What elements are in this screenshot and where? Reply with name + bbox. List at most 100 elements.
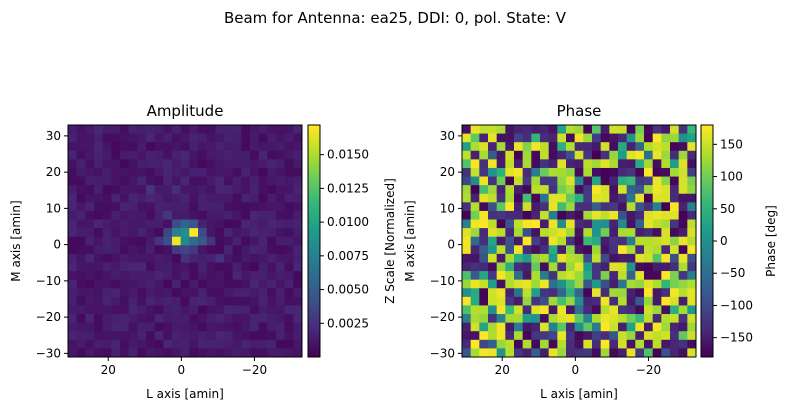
heatmap-cell	[172, 159, 182, 169]
heatmap-cell	[206, 322, 216, 332]
heatmap-cell	[76, 159, 86, 169]
heatmap-cell	[198, 236, 208, 246]
heatmap-cell	[670, 159, 680, 169]
heatmap-cell	[276, 288, 286, 298]
heatmap-cell	[137, 253, 147, 263]
heatmap-cell	[635, 133, 645, 143]
colorbar-segment	[701, 131, 713, 135]
heatmap-cell	[678, 253, 688, 263]
heatmap-cell	[470, 331, 480, 341]
heatmap-cell	[635, 193, 645, 203]
heatmap-cell	[462, 133, 472, 143]
heatmap-cell	[154, 185, 164, 195]
colorbar-segment	[308, 220, 320, 223]
heatmap-cell	[154, 348, 164, 358]
heatmap-cell	[583, 228, 593, 238]
colorbar-segment	[308, 319, 320, 323]
heatmap-cell	[531, 288, 541, 298]
heatmap-cell	[488, 348, 498, 358]
heatmap-cell	[470, 322, 480, 332]
heatmap-cell	[652, 210, 662, 220]
heatmap-cell	[267, 262, 277, 272]
heatmap-cell	[522, 167, 532, 177]
colorbar-segment	[701, 227, 713, 230]
heatmap-cell	[592, 228, 602, 238]
y-tick-label: −30	[430, 346, 455, 360]
heatmap-cell	[250, 193, 260, 203]
heatmap-cell	[172, 236, 182, 246]
heatmap-cell	[488, 296, 498, 306]
heatmap-cell	[548, 150, 558, 160]
heatmap-cell	[102, 348, 112, 358]
heatmap-cell	[267, 296, 277, 306]
heatmap-cell	[470, 296, 480, 306]
heatmap-cell	[557, 210, 567, 220]
heatmap-cell	[514, 236, 524, 246]
heatmap-cell	[94, 288, 104, 298]
heatmap-cell	[267, 228, 277, 238]
heatmap-cell	[557, 176, 567, 186]
heatmap-cell	[111, 219, 121, 229]
heatmap-cell	[531, 348, 541, 358]
heatmap-cell	[276, 193, 286, 203]
heatmap-cell	[189, 210, 199, 220]
heatmap-cell	[644, 236, 654, 246]
heatmap-cell	[670, 348, 680, 358]
heatmap-cell	[85, 185, 95, 195]
heatmap-cell	[68, 339, 78, 349]
heatmap-cell	[215, 339, 225, 349]
y-tick-label: −20	[36, 310, 61, 324]
heatmap-cell	[284, 253, 294, 263]
heatmap-cell	[102, 142, 112, 152]
heatmap-cell	[687, 228, 697, 238]
heatmap-cell	[496, 262, 506, 272]
heatmap-cell	[644, 150, 654, 160]
heatmap-cell	[583, 339, 593, 349]
heatmap-cell	[470, 125, 480, 134]
heatmap-cell	[652, 176, 662, 186]
heatmap-cell	[180, 262, 190, 272]
colorbar-segment	[308, 285, 320, 288]
heatmap-cell	[661, 331, 671, 341]
heatmap-cell	[146, 236, 156, 246]
heatmap-cell	[137, 219, 147, 229]
heatmap-cell	[102, 331, 112, 341]
heatmap-cell	[600, 245, 610, 255]
heatmap-cell	[128, 125, 138, 134]
heatmap-cell	[496, 133, 506, 143]
heatmap-cell	[85, 133, 95, 143]
heatmap-cell	[85, 296, 95, 306]
heatmap-cell	[128, 348, 138, 358]
heatmap-cell	[670, 142, 680, 152]
heatmap-cell	[488, 262, 498, 272]
colorbar-segment	[701, 289, 713, 293]
heatmap-cell	[678, 305, 688, 315]
heatmap-cell	[574, 125, 584, 134]
heatmap-cell	[267, 339, 277, 349]
heatmap-cell	[566, 193, 576, 203]
heatmap-cell	[626, 331, 636, 341]
heatmap-cell	[180, 202, 190, 212]
heatmap-cell	[635, 185, 645, 195]
heatmap-cell	[163, 202, 173, 212]
phase-title: Phase	[557, 102, 602, 120]
heatmap-cell	[661, 339, 671, 349]
heatmap-cell	[128, 339, 138, 349]
heatmap-cell	[574, 193, 584, 203]
heatmap-cell	[505, 253, 515, 263]
heatmap-cell	[163, 133, 173, 143]
heatmap-cell	[548, 125, 558, 134]
heatmap-cell	[514, 202, 524, 212]
heatmap-cell	[522, 185, 532, 195]
heatmap-cell	[111, 305, 121, 315]
heatmap-cell	[198, 314, 208, 324]
heatmap-cell	[652, 219, 662, 229]
colorbar-segment	[701, 241, 713, 244]
heatmap-cell	[146, 296, 156, 306]
heatmap-cell	[154, 159, 164, 169]
heatmap-cell	[496, 210, 506, 220]
heatmap-cell	[505, 271, 515, 281]
heatmap-cell	[250, 176, 260, 186]
heatmap-cell	[111, 236, 121, 246]
